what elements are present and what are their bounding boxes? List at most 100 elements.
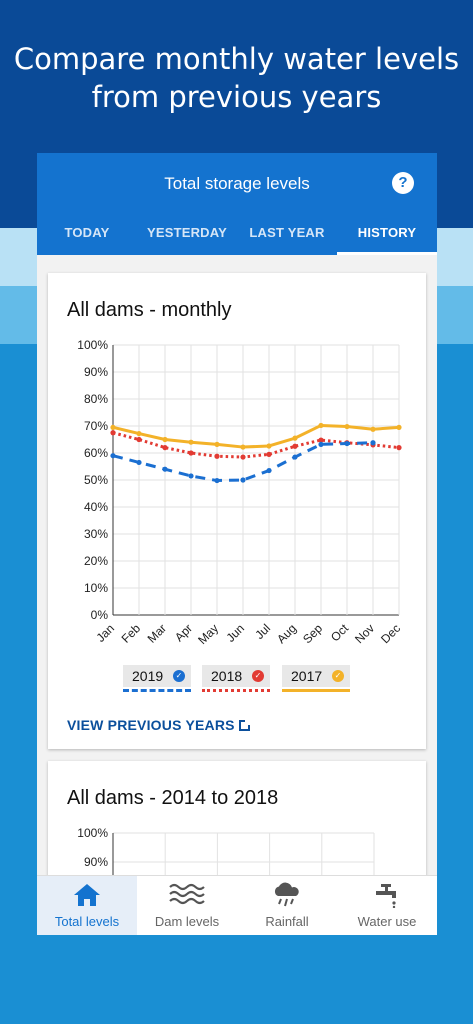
y-tick-label: 100%: [77, 338, 108, 352]
data-point-2017: [188, 439, 194, 445]
tab-history[interactable]: HISTORY: [337, 213, 437, 255]
view-previous-years-link[interactable]: VIEW PREVIOUS YEARS: [67, 717, 251, 733]
data-point-2018: [292, 443, 298, 449]
tap-icon: [376, 884, 396, 908]
legend-label-2017: 2017: [291, 668, 323, 684]
data-point-2019: [344, 440, 350, 447]
nav-dam-levels[interactable]: Dam levels: [137, 876, 237, 935]
legend-swatch-2017: [282, 689, 350, 692]
nav-label: Water use: [357, 914, 417, 929]
legend-swatch-2019: [123, 689, 191, 692]
nav-label: Total levels: [54, 914, 120, 929]
range-line-chart: 100% 90%: [77, 826, 375, 935]
y-tick-label: 60%: [84, 446, 108, 460]
data-point-2019: [240, 477, 246, 483]
data-point-2017: [240, 444, 246, 450]
y-tick-label: 100%: [77, 826, 108, 840]
chart-title: All dams - monthly: [67, 299, 232, 321]
tab-yesterday[interactable]: YESTERDAY: [146, 225, 228, 240]
data-point-2019: [136, 459, 142, 466]
waves-icon: [169, 883, 205, 905]
data-point-2018: [188, 450, 194, 456]
nav-rainfall[interactable]: Rainfall: [237, 876, 337, 935]
nav-label: Rainfall: [265, 914, 309, 929]
y-tick-label: 70%: [84, 419, 108, 433]
x-tick-label: Feb: [119, 621, 144, 646]
data-point-2018: [266, 451, 272, 457]
data-point-2017: [266, 443, 272, 449]
nav-water-use[interactable]: Water use: [337, 876, 437, 935]
legend-label-2018: 2018: [211, 668, 243, 684]
help-icon[interactable]: ?: [392, 172, 414, 194]
external-link-icon: [238, 719, 251, 731]
y-tick-label: 90%: [84, 855, 108, 869]
data-point-2018: [136, 436, 142, 443]
tab-bar: TODAY YESTERDAY LAST YEAR HISTORY: [37, 213, 437, 255]
series-line-2019: [112, 441, 374, 483]
headline-line-2: from previous years: [91, 80, 382, 114]
nav-total-levels[interactable]: Total levels: [37, 876, 137, 935]
legend-2017[interactable]: 2017 ✓: [282, 665, 350, 693]
x-tick-label: Oct: [328, 621, 352, 645]
data-point-2018: [396, 445, 402, 451]
data-point-2018: [240, 454, 246, 460]
y-tick-label: 20%: [84, 554, 108, 568]
tab-last-year[interactable]: LAST YEAR: [249, 225, 325, 240]
nav-label: Dam levels: [154, 914, 220, 929]
data-point-2017: [136, 430, 142, 437]
data-point-2017: [396, 424, 402, 430]
legend-2019[interactable]: 2019 ✓: [123, 665, 191, 693]
series-line-2018: [112, 431, 400, 459]
x-tick-label: Sep: [300, 621, 325, 646]
data-point-2017: [214, 441, 220, 447]
data-point-2019: [214, 477, 220, 484]
x-tick-label: Nov: [352, 621, 377, 646]
y-tick-label: 0%: [91, 608, 109, 622]
check-icon: ✓: [332, 670, 344, 682]
data-point-2017: [110, 424, 116, 430]
chart-legend: 2019 ✓ 2018 ✓ 2017 ✓: [48, 665, 426, 693]
y-tick-label: 30%: [84, 527, 108, 541]
data-point-2019: [370, 440, 376, 446]
monthly-line-chart: 100%90%80%70%60%50%40%30%20%10%0%Jan Feb M…: [77, 338, 403, 647]
series-line-2017: [112, 423, 400, 449]
data-point-2019: [266, 467, 272, 474]
tab-today[interactable]: TODAY: [64, 225, 110, 240]
x-tick-label: Aug: [274, 621, 299, 646]
data-point-2018: [162, 445, 168, 451]
y-tick-label: 90%: [84, 365, 108, 379]
data-point-2019: [162, 466, 168, 472]
bottom-navigation: Total levels Dam levels Rainfall: [37, 875, 437, 935]
page-title: Total storage levels: [164, 174, 310, 193]
check-icon: ✓: [173, 670, 185, 682]
data-point-2019: [318, 441, 324, 447]
chart-title-2: All dams - 2014 to 2018: [67, 787, 279, 809]
x-tick-label: Jan: [94, 621, 118, 645]
x-tick-label: Apr: [172, 621, 195, 644]
x-tick-label: Jul: [252, 621, 273, 642]
data-point-2018: [110, 430, 116, 436]
y-tick-label: 10%: [84, 581, 108, 595]
headline-line-1: Compare monthly water levels: [13, 42, 460, 76]
legend-label-2019: 2019: [132, 668, 164, 684]
data-point-2017: [318, 422, 324, 429]
y-tick-label: 40%: [84, 500, 108, 514]
data-point-2018: [214, 453, 220, 459]
data-point-2018: [318, 437, 324, 443]
data-point-2019: [292, 454, 298, 460]
y-tick-label: 50%: [84, 473, 108, 487]
monthly-chart-card: All dams - monthly 100% 90% 80% 70% 60% 50% 40…: [48, 273, 426, 749]
promo-headline: Compare monthly water levels from previo…: [0, 40, 473, 116]
x-tick-label: Jun: [224, 621, 248, 645]
data-point-2017: [370, 426, 376, 432]
view-previous-years-label: VIEW PREVIOUS YEARS: [67, 717, 235, 733]
rain-cloud-icon: [274, 882, 299, 907]
data-point-2019: [188, 473, 194, 479]
y-tick-label: 80%: [84, 392, 108, 406]
data-point-2017: [344, 423, 350, 430]
check-icon: ✓: [252, 670, 264, 682]
legend-swatch-2018: [202, 689, 270, 692]
data-point-2017: [162, 436, 168, 443]
legend-2018[interactable]: 2018 ✓: [202, 665, 270, 693]
app-bar: Total storage levels ? TODAY YESTERDAY L…: [37, 153, 437, 255]
